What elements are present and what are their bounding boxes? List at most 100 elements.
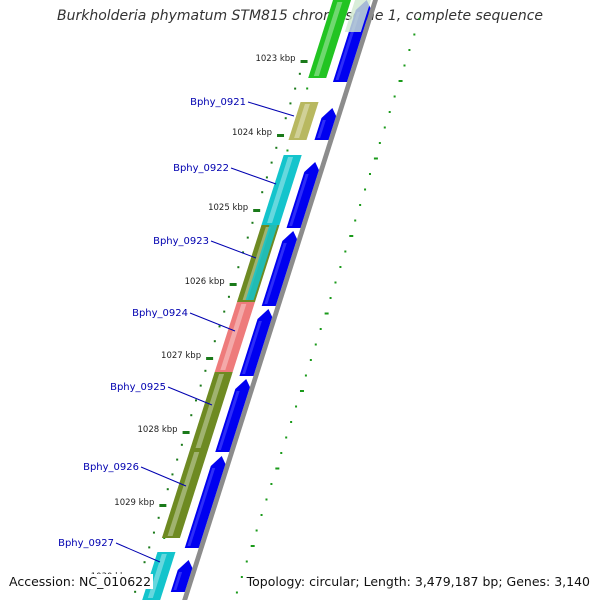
tick-label: 1024 kbp xyxy=(232,128,272,138)
tick-minor xyxy=(270,161,273,164)
tick-minor xyxy=(176,458,179,461)
tick-minor xyxy=(275,146,278,149)
gene-block xyxy=(261,155,302,225)
gene-block xyxy=(344,0,371,32)
skew-dot xyxy=(299,390,304,392)
tick-minor xyxy=(148,546,151,549)
gene-highlight xyxy=(195,374,225,448)
skew-dot xyxy=(368,173,371,175)
gene-label: Bphy_0921 xyxy=(190,97,246,108)
tick-minor xyxy=(261,191,264,194)
tick-minor xyxy=(152,531,155,534)
tick-minor xyxy=(143,561,146,564)
tick-minor xyxy=(246,236,249,239)
tick-minor xyxy=(180,443,183,446)
gene-block xyxy=(308,0,351,78)
tick-label: 1027 kbp xyxy=(161,351,201,361)
tick-minor xyxy=(213,340,216,343)
skew-dot xyxy=(309,359,312,361)
tick-mark xyxy=(206,357,214,360)
map-title: Burkholderia phymatum STM815 chromosome … xyxy=(56,8,543,24)
tick-label: 1028 kbp xyxy=(138,425,178,435)
tick-minor xyxy=(194,399,197,402)
gene-leader-line xyxy=(210,240,257,259)
tick-minor xyxy=(166,488,169,491)
skew-dot xyxy=(306,87,309,90)
skew-dot xyxy=(255,529,258,532)
cds-highlight xyxy=(187,468,216,546)
gene-block xyxy=(214,302,255,372)
skew-dot xyxy=(364,188,367,191)
tick-minor xyxy=(289,102,292,105)
skew-dot xyxy=(304,374,307,377)
skew-dot xyxy=(393,95,396,98)
tick-mark xyxy=(253,209,261,212)
tick-minor xyxy=(157,516,160,519)
tick-mark xyxy=(229,283,237,286)
skew-dot xyxy=(373,157,378,160)
gene-label: Bphy_0927 xyxy=(58,538,114,549)
skew-dot xyxy=(285,436,288,439)
cds-highlight xyxy=(317,120,326,138)
skew-dot xyxy=(413,33,416,36)
skew-dot xyxy=(359,204,362,206)
tick-minor xyxy=(294,87,297,90)
tick-minor xyxy=(242,251,245,254)
tick-label: 1023 kbp xyxy=(255,54,295,64)
skew-dot xyxy=(314,343,317,346)
gene-block xyxy=(288,102,319,140)
gene-block xyxy=(161,450,208,538)
tick-minor xyxy=(223,310,226,313)
backbone-line xyxy=(182,0,378,600)
gene-label: Bphy_0922 xyxy=(173,163,229,174)
skew-dot xyxy=(235,591,238,594)
skew-dot xyxy=(388,111,391,113)
tick-minor xyxy=(199,384,202,387)
tick-minor xyxy=(227,295,230,298)
skew-dot xyxy=(286,149,289,152)
tick-minor xyxy=(298,72,301,75)
gene-leader-line xyxy=(230,167,277,185)
tick-mark xyxy=(159,504,167,507)
skew-dot xyxy=(418,18,421,20)
tick-minor xyxy=(265,176,268,179)
skew-dot xyxy=(260,514,263,516)
tick-label: 1025 kbp xyxy=(208,203,248,213)
tick-minor xyxy=(237,266,240,269)
tick-mark xyxy=(182,431,190,434)
tick-minor xyxy=(218,325,221,328)
skew-dot xyxy=(295,405,298,408)
gene-highlight xyxy=(267,157,294,223)
skew-dot xyxy=(324,312,329,315)
cds-highlight xyxy=(173,572,183,590)
gene-leader-line xyxy=(140,466,187,487)
skew-dots-outer xyxy=(235,18,421,594)
gene-label: Bphy_0925 xyxy=(110,382,166,393)
skew-dot xyxy=(275,467,280,470)
gene-label: Bphy_0926 xyxy=(83,462,139,473)
gene-leader-line xyxy=(167,386,213,406)
skew-dot xyxy=(280,452,283,454)
skew-dot xyxy=(250,545,255,547)
tick-mark xyxy=(300,60,308,63)
cds-track xyxy=(170,0,371,592)
skew-dot xyxy=(403,64,406,67)
gene-leader-line xyxy=(247,101,295,117)
cds-highlight xyxy=(217,391,240,450)
tick-minor xyxy=(190,414,193,417)
skew-dot xyxy=(378,142,381,144)
tick-label: 1026 kbp xyxy=(185,277,225,287)
tick-minor xyxy=(204,369,207,372)
gene-highlight xyxy=(220,304,247,370)
tick-label: 1029 kbp xyxy=(114,498,154,508)
gene-track xyxy=(142,0,371,600)
cds-highlight xyxy=(289,174,309,226)
gene-highlight xyxy=(167,452,200,536)
skew-dot xyxy=(265,498,268,501)
cds-highlight xyxy=(242,321,262,374)
accession-text: Accession: NC_010622 xyxy=(7,574,154,589)
skew-dot xyxy=(270,483,273,485)
skew-dot xyxy=(334,281,337,284)
gene-label: Bphy_0923 xyxy=(153,236,209,247)
